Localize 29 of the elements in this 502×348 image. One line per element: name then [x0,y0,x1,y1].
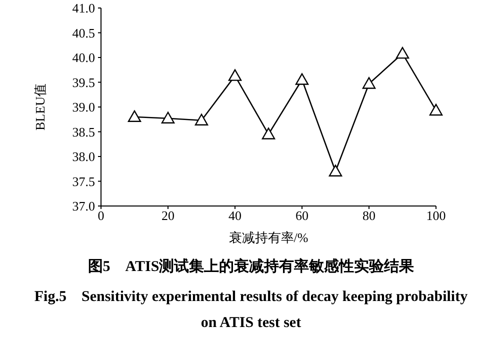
point [396,46,410,59]
x-tick-label: 40 [228,208,242,224]
y-tick-label: 37.5 [72,174,95,189]
y-tick-label: 40.0 [72,50,95,66]
y-tick-label: 39.5 [72,74,95,90]
x-tick-label: 20 [162,208,174,224]
point [161,112,175,124]
point [194,114,208,126]
caption: Fig.5 Sensitivity experimental results of decay keeping probability on ATIS test set [33,288,469,333]
point [429,104,443,116]
y-tick-label: 38.0 [72,149,95,164]
point [262,128,276,140]
y-tick-label: 41.0 [72,0,95,16]
point [328,164,342,176]
y-axis-title: BLEU值 [32,84,48,130]
y-tick-label: 37.0 [72,198,95,214]
x-tick-label: 60 [296,208,308,224]
point [362,77,376,89]
y-tick-label: 40.5 [72,25,95,40]
y-tick-label: 39.0 [72,100,95,115]
x-tick-label: 0 [98,208,104,224]
x-axis-title: 衰减持有率/% [228,230,308,245]
point [228,69,242,81]
point [295,73,309,85]
x-tick-label: 100 [426,208,446,224]
x-tick-label: 80 [362,208,376,224]
point [128,110,142,122]
y-tick-label: 38.5 [72,124,95,140]
caption: 图5 ATIS测试集上的衰减持有率敏感性实验结果 [86,257,416,277]
